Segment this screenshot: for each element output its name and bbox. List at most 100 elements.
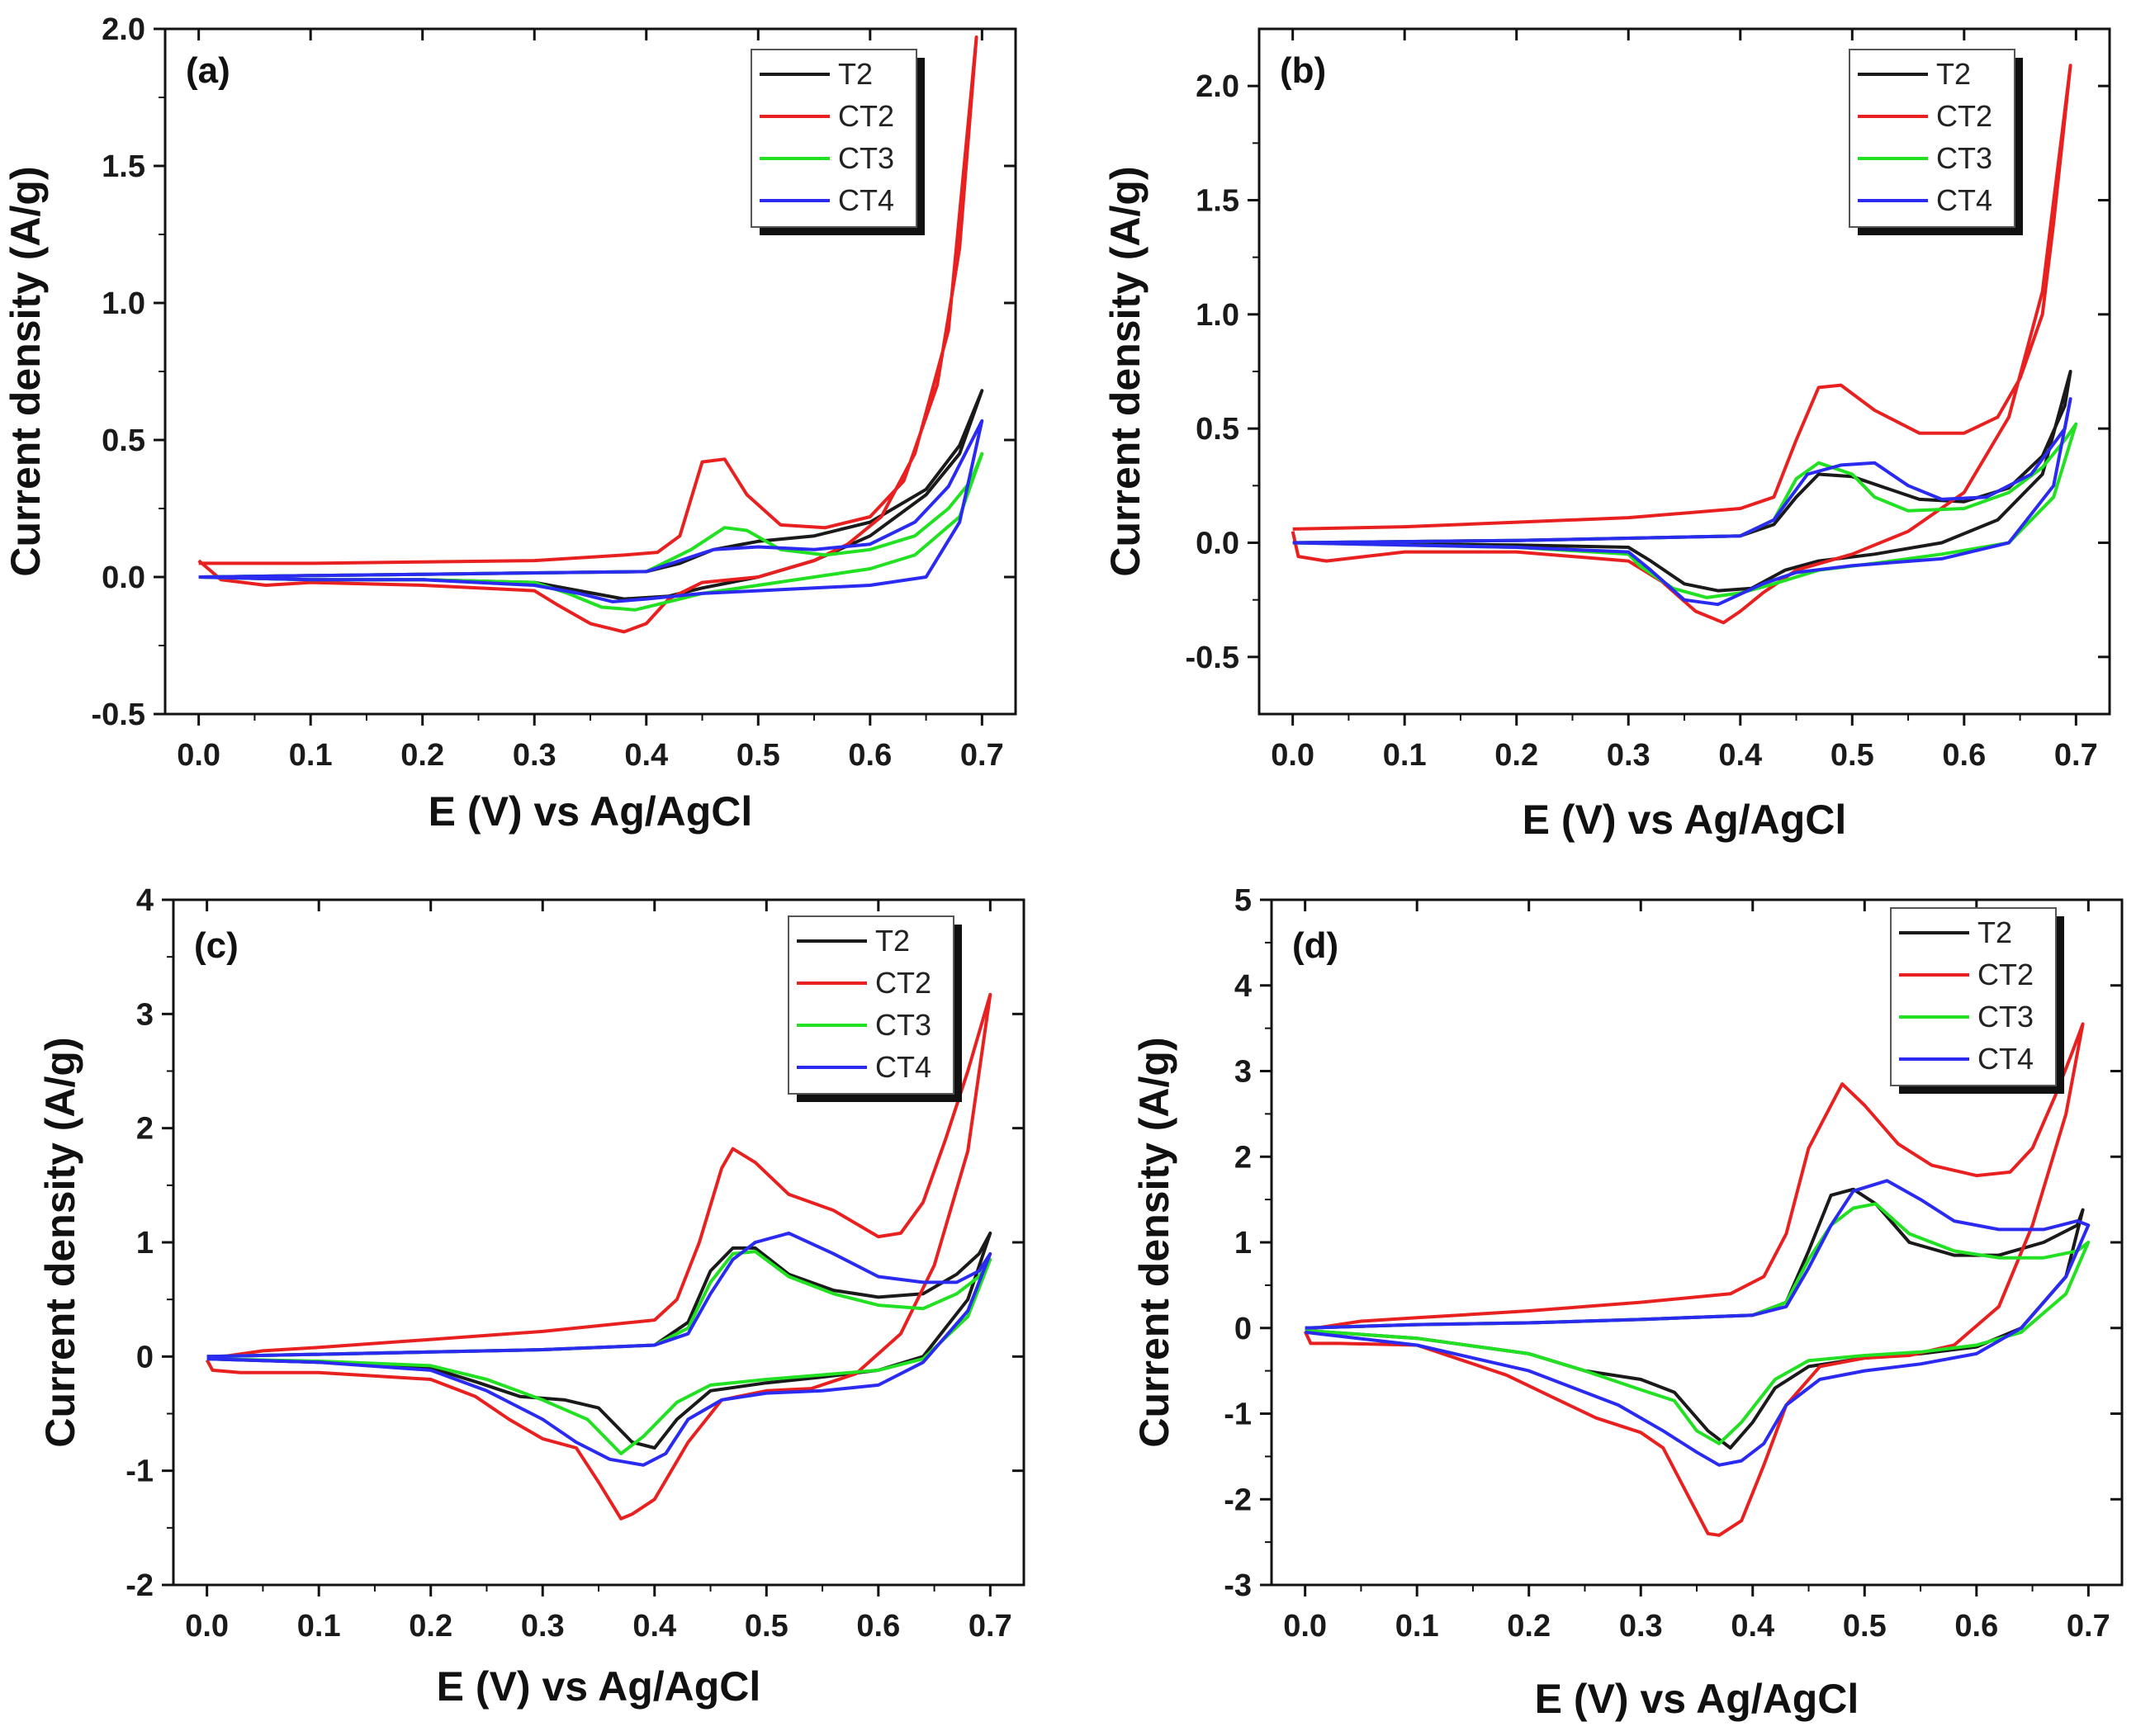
- x-tick-label: 0.3: [1607, 738, 1651, 773]
- x-tick-label: 0.1: [1383, 738, 1427, 773]
- x-tick-label: 0.0: [177, 738, 220, 773]
- panel-label: (b): [1280, 50, 1326, 91]
- y-tick-label: -1: [126, 1455, 154, 1489]
- series-line-ct2: [205, 992, 992, 1521]
- x-tick-label: 0.0: [1271, 738, 1314, 773]
- y-tick-label: 3: [136, 997, 154, 1032]
- series-group: [197, 35, 984, 634]
- series-group: [1303, 1022, 2091, 1537]
- series-line-ct4: [198, 419, 984, 603]
- y-tick-label: 1: [1234, 1226, 1252, 1261]
- x-tick-label: 0.7: [2054, 738, 2098, 773]
- x-tick-label: 0.4: [632, 1609, 676, 1644]
- x-tick-label: 0.5: [1831, 738, 1874, 773]
- series-line-ct4: [1292, 397, 2072, 607]
- legend-label-ct4: CT4: [838, 183, 894, 217]
- y-tick-label: -2: [1224, 1483, 1252, 1517]
- x-tick-label: 0.3: [513, 738, 556, 773]
- chart-panel-c: 0.0 0.1 0.2 0.3 0.4 0.5 0.6 0.7 -2 -1 0 1 2 3 4 E (V) v…: [37, 883, 1025, 1710]
- x-tick-label: 0.3: [521, 1609, 565, 1644]
- y-axis-title: Current density (A/g): [1131, 1037, 1177, 1447]
- legend-label-t2: T2: [1977, 915, 2012, 949]
- x-tick-label: 0.5: [1843, 1609, 1887, 1644]
- legend-label-t2: T2: [1936, 57, 1971, 91]
- x-tick-label: 0.1: [297, 1609, 341, 1644]
- legend: T2 CT2 CT3 CT4: [1890, 907, 2064, 1094]
- x-tick-label: 0.2: [409, 1609, 452, 1644]
- x-tick-label: 0.4: [1718, 738, 1762, 773]
- series-line-t2: [206, 1231, 992, 1450]
- series-line-ct3: [1305, 1202, 2091, 1445]
- x-tick-label: 0.7: [960, 738, 1004, 773]
- x-tick-label: 0.6: [1942, 738, 1986, 773]
- series-line-ct4: [1305, 1179, 2091, 1467]
- legend-label-ct3: CT3: [838, 141, 894, 175]
- x-axis-title: E (V) vs Ag/AgCl: [429, 788, 753, 835]
- panel-label: (a): [186, 50, 230, 91]
- legend: T2 CT2 CT3 CT4: [1849, 49, 2023, 235]
- y-tick-label: 0: [136, 1340, 154, 1374]
- x-axis-title: E (V) vs Ag/AgCl: [1523, 797, 1847, 843]
- y-axis-title: Current density (A/g): [2, 166, 49, 576]
- legend-label-ct4: CT4: [1977, 1042, 2034, 1076]
- legend-label-ct3: CT3: [875, 1008, 931, 1042]
- x-tick-label: 0.2: [400, 738, 444, 773]
- series-group: [1291, 64, 2078, 625]
- y-tick-label: 1.0: [102, 286, 145, 321]
- y-tick-label: 0.5: [102, 423, 145, 458]
- series-line-ct2: [197, 35, 978, 634]
- y-tick-label: 5: [1234, 883, 1252, 918]
- legend-box: [1890, 907, 2057, 1086]
- series-line-ct2: [1303, 1022, 2085, 1537]
- y-tick-label: 3: [1234, 1055, 1252, 1090]
- series-group: [205, 992, 992, 1521]
- y-tick-label: 4: [136, 883, 154, 918]
- legend-label-ct2: CT2: [838, 99, 894, 133]
- legend-label-ct4: CT4: [1936, 183, 1992, 217]
- y-tick-label: 1.5: [102, 149, 145, 184]
- legend-label-ct3: CT3: [1977, 1000, 2034, 1034]
- y-tick-label: -2: [126, 1568, 154, 1603]
- x-tick-label: 0.0: [1283, 1609, 1327, 1644]
- x-tick-label: 0.6: [848, 738, 892, 773]
- x-tick-label: 0.4: [1731, 1609, 1774, 1644]
- y-tick-label: 1.5: [1196, 184, 1239, 219]
- x-tick-label: 0.4: [624, 738, 668, 773]
- y-tick-label: 2: [136, 1112, 154, 1147]
- y-tick-label: 0.0: [102, 561, 145, 595]
- y-tick-label: -3: [1224, 1568, 1252, 1603]
- y-tick-label: 0.5: [1196, 412, 1239, 447]
- y-tick-label: 4: [1234, 969, 1252, 1004]
- series-line-ct3: [206, 1250, 992, 1455]
- x-tick-label: 0.0: [185, 1609, 229, 1644]
- y-axis-title: Current density (A/g): [1102, 166, 1149, 576]
- legend-label-t2: T2: [875, 924, 910, 958]
- y-axis-title: Current density (A/g): [37, 1037, 83, 1447]
- legend: T2 CT2 CT3 CT4: [751, 49, 925, 235]
- series-line-ct3: [198, 452, 984, 612]
- x-tick-label: 0.7: [2067, 1609, 2110, 1644]
- series-line-t2: [1292, 370, 2072, 593]
- y-tick-label: 2: [1234, 1140, 1252, 1175]
- legend-label-ct2: CT2: [875, 966, 931, 1000]
- x-tick-label: 0.3: [1619, 1609, 1663, 1644]
- series-line-ct4: [206, 1231, 992, 1467]
- y-tick-label: -0.5: [92, 698, 145, 732]
- y-tick-label: 1: [136, 1226, 154, 1261]
- x-tick-label: 0.6: [1954, 1609, 1998, 1644]
- x-axis-title: E (V) vs Ag/AgCl: [437, 1663, 761, 1710]
- x-tick-label: 0.5: [745, 1609, 789, 1644]
- legend-box: [1849, 49, 2015, 228]
- x-tick-label: 0.5: [736, 738, 780, 773]
- legend-label-t2: T2: [838, 57, 873, 91]
- panel-label: (c): [194, 925, 239, 966]
- legend-box: [751, 49, 917, 228]
- x-tick-label: 0.7: [969, 1609, 1012, 1644]
- chart-panel-b: 0.0 0.1 0.2 0.3 0.4 0.5 0.6 0.7 -0.5 0.0 0.5 1.0 1.5…: [1102, 27, 2111, 843]
- x-tick-label: 0.6: [856, 1609, 900, 1644]
- y-tick-label: 2.0: [102, 12, 145, 47]
- x-tick-label: 0.2: [1507, 1609, 1551, 1644]
- chart-panel-d: 0.0 0.1 0.2 0.3 0.4 0.5 0.6 0.7 -3 -2 -1 0 1 2 3 4 5 E (V…: [1131, 883, 2124, 1722]
- legend-label-ct2: CT2: [1977, 958, 2034, 991]
